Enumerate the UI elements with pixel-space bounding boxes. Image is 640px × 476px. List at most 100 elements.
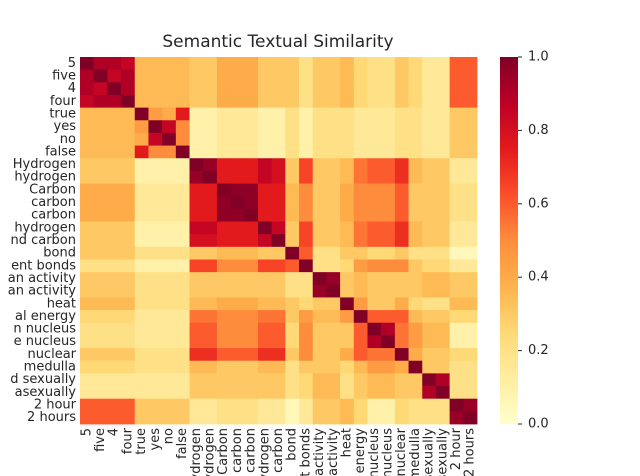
heatmap-cell bbox=[216, 310, 231, 324]
heatmap-cell bbox=[230, 411, 245, 425]
heatmap-cell bbox=[381, 310, 396, 324]
x-tick-label: an activity bbox=[312, 428, 327, 476]
y-tick-label: heat bbox=[47, 296, 76, 311]
heatmap-cell bbox=[244, 398, 259, 412]
heatmap-cell bbox=[189, 348, 204, 362]
heatmap-cell bbox=[271, 57, 286, 71]
heatmap-cell bbox=[162, 158, 177, 172]
y-tick-label: medulla bbox=[24, 360, 76, 375]
heatmap-cell bbox=[435, 386, 451, 400]
heatmap-cell bbox=[134, 259, 149, 273]
heatmap-cell bbox=[175, 132, 190, 146]
heatmap-cell bbox=[257, 411, 273, 425]
colorbar-tick-label: 1.0 bbox=[528, 50, 549, 65]
heatmap-cell bbox=[107, 386, 122, 400]
heatmap-cell bbox=[121, 386, 136, 400]
heatmap-cell bbox=[121, 272, 136, 286]
heatmap-cell bbox=[367, 69, 382, 83]
heatmap-cell bbox=[408, 348, 423, 362]
heatmap-cell bbox=[299, 183, 314, 197]
heatmap-cell bbox=[394, 373, 409, 387]
heatmap-cell bbox=[244, 57, 259, 71]
heatmap-cell bbox=[162, 82, 177, 96]
heatmap-cell bbox=[408, 259, 423, 273]
heatmap-cell bbox=[408, 284, 423, 298]
heatmap-cell bbox=[299, 208, 314, 222]
heatmap-cell bbox=[312, 398, 327, 412]
heatmap-cell bbox=[203, 221, 218, 235]
heatmap-cell bbox=[80, 322, 95, 336]
heatmap-cell bbox=[408, 145, 423, 159]
heatmap-cell bbox=[216, 57, 231, 71]
heatmap-cell bbox=[148, 398, 163, 412]
heatmap-cell bbox=[353, 82, 368, 96]
heatmap-cell bbox=[312, 208, 327, 222]
heatmap-cell bbox=[230, 170, 245, 184]
x-tick-label: four bbox=[120, 427, 135, 454]
heatmap-cell bbox=[312, 170, 327, 184]
heatmap-cell bbox=[203, 322, 218, 336]
heatmap-cell bbox=[408, 297, 423, 311]
heatmap-cell bbox=[93, 170, 108, 184]
heatmap-cell bbox=[449, 386, 464, 400]
heatmap-cell bbox=[340, 107, 355, 121]
heatmap-cell bbox=[340, 322, 355, 336]
heatmap-cell bbox=[203, 234, 218, 248]
heatmap-cell bbox=[340, 221, 355, 235]
heatmap-cell bbox=[285, 82, 300, 96]
heatmap-cell bbox=[381, 234, 396, 248]
heatmap-cell bbox=[257, 335, 273, 349]
heatmap-cell bbox=[203, 373, 218, 387]
heatmap-cell bbox=[381, 348, 396, 362]
heatmap-cell bbox=[422, 348, 437, 362]
heatmap-cell bbox=[463, 360, 478, 374]
heatmap-cell bbox=[162, 170, 177, 184]
heatmap-cell bbox=[203, 196, 218, 210]
heatmap-cell bbox=[148, 208, 163, 222]
heatmap-cell bbox=[216, 259, 231, 273]
heatmap-cell bbox=[340, 246, 355, 260]
heatmap-cell bbox=[326, 284, 341, 298]
heatmap-cell bbox=[435, 145, 451, 159]
heatmap-cell bbox=[216, 322, 231, 336]
heatmap-cell bbox=[80, 398, 95, 412]
heatmap-cell bbox=[463, 170, 478, 184]
heatmap-cell bbox=[93, 310, 108, 324]
heatmap-cell bbox=[394, 120, 409, 134]
heatmap-cell bbox=[257, 183, 273, 197]
heatmap-cell bbox=[463, 373, 478, 387]
x-tick-label: ent bonds bbox=[298, 428, 313, 476]
heatmap-cell bbox=[463, 57, 478, 71]
heatmap-cell bbox=[312, 57, 327, 71]
heatmap-cell bbox=[422, 335, 437, 349]
heatmap-cell bbox=[271, 411, 286, 425]
heatmap-cell bbox=[394, 259, 409, 273]
heatmap-cell bbox=[121, 246, 136, 260]
heatmap-cell bbox=[148, 69, 163, 83]
heatmap-cell bbox=[312, 297, 327, 311]
heatmap-cell bbox=[257, 297, 273, 311]
heatmap-cell bbox=[230, 158, 245, 172]
heatmap-cell bbox=[244, 183, 259, 197]
heatmap-cell bbox=[435, 132, 451, 146]
heatmap-cell bbox=[449, 69, 464, 83]
heatmap-cell bbox=[449, 335, 464, 349]
heatmap-cell bbox=[435, 259, 451, 273]
heatmap-cell bbox=[107, 310, 122, 324]
x-tick-label: carbon bbox=[244, 428, 259, 473]
y-tick-label: no bbox=[60, 132, 76, 147]
x-tick-label: heat bbox=[339, 428, 354, 457]
heatmap-cell bbox=[162, 183, 177, 197]
heatmap-cell bbox=[134, 335, 149, 349]
heatmap-cell bbox=[340, 297, 355, 311]
x-tick-label: no bbox=[161, 428, 176, 444]
heatmap-cell bbox=[353, 360, 368, 374]
heatmap-cell bbox=[134, 272, 149, 286]
heatmap-cell bbox=[326, 272, 341, 286]
heatmap-cell bbox=[449, 348, 464, 362]
y-tick-label: true bbox=[49, 106, 76, 121]
heatmap-cell bbox=[312, 132, 327, 146]
heatmap-cell bbox=[408, 272, 423, 286]
heatmap-cell bbox=[326, 348, 341, 362]
heatmap-cell bbox=[189, 170, 204, 184]
